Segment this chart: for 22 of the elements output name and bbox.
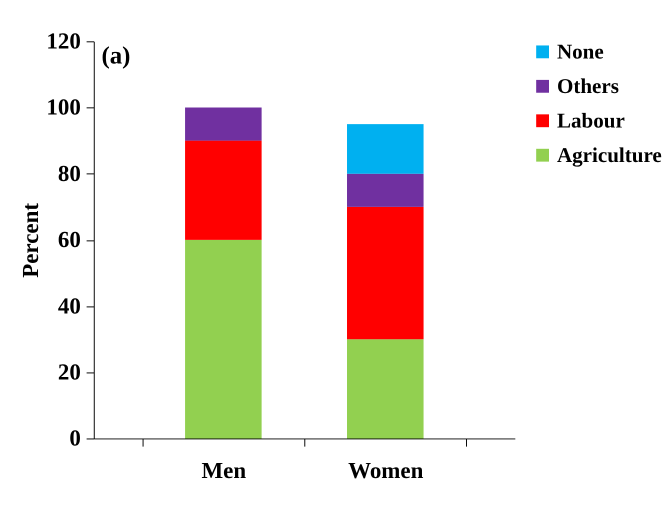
y-tick-label: 80 <box>58 160 81 186</box>
legend-label: Agriculture <box>556 142 662 167</box>
bar <box>185 240 262 438</box>
y-tick-label: 40 <box>58 293 81 318</box>
bar <box>347 174 424 207</box>
legend-label: Labour <box>556 108 625 132</box>
y-tick-label: 60 <box>58 227 81 252</box>
x-tick-label: Men <box>202 458 246 484</box>
bar <box>347 339 424 438</box>
bar <box>347 206 424 340</box>
y-tick-label: 0 <box>69 426 81 451</box>
legend-label: None <box>556 40 604 64</box>
bar <box>347 124 424 174</box>
bar <box>185 140 262 240</box>
bar <box>185 108 262 141</box>
y-axis-title: Percent <box>18 202 43 278</box>
y-tick-label: 20 <box>58 359 81 384</box>
y-tick-label: 120 <box>46 28 81 54</box>
annotation: (a) <box>101 42 130 70</box>
y-tick-label: 100 <box>46 94 81 120</box>
x-tick-label: Women <box>348 458 424 484</box>
legend-label: Others <box>556 74 619 98</box>
